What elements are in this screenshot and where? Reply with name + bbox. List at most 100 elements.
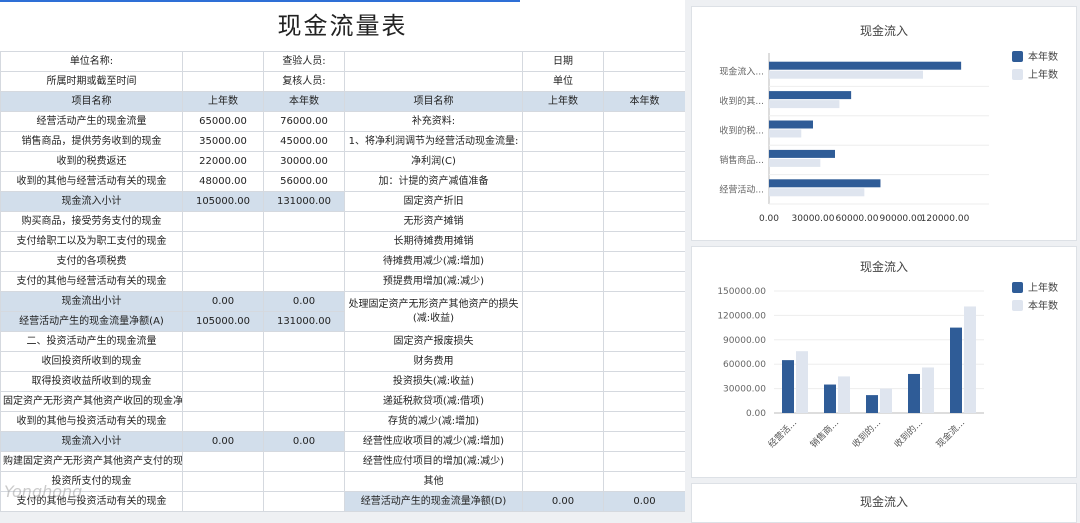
row-last-year[interactable]: 35000.00 — [182, 131, 264, 152]
x-category-label: 经营活... — [765, 417, 799, 451]
row-last-year[interactable] — [182, 271, 264, 292]
unit-name-value[interactable] — [182, 51, 264, 72]
supp-last-year[interactable] — [522, 451, 604, 472]
supp-this-year[interactable] — [603, 171, 685, 192]
bar-last-year — [769, 188, 865, 197]
table-row: 收到的其他与投资活动有关的现金 存货的减少(减:增加) — [0, 411, 685, 432]
row-this-year[interactable]: 131000.00 — [263, 311, 345, 332]
row-last-year[interactable]: 48000.00 — [182, 171, 264, 192]
row-last-year[interactable]: 105000.00 — [182, 191, 264, 212]
row-last-year[interactable] — [182, 211, 264, 232]
supp-this-year[interactable] — [603, 391, 685, 412]
row-last-year[interactable]: 0.00 — [182, 291, 264, 312]
supp-this-year[interactable] — [603, 371, 685, 392]
row-last-year[interactable]: 22000.00 — [182, 151, 264, 172]
unit-value[interactable] — [603, 71, 685, 92]
y-tick-label: 60000.00 — [723, 360, 766, 370]
period-value[interactable] — [182, 71, 264, 92]
supp-last-year[interactable] — [522, 471, 604, 492]
row-this-year[interactable]: 131000.00 — [263, 191, 345, 212]
row-last-year[interactable] — [182, 371, 264, 392]
row-this-year[interactable]: 30000.00 — [263, 151, 345, 172]
row-this-year[interactable] — [263, 411, 345, 432]
x-tick-label: 0.00 — [759, 214, 779, 224]
supp-this-year[interactable] — [603, 411, 685, 432]
row-this-year[interactable] — [263, 271, 345, 292]
supp-last-year[interactable] — [522, 351, 604, 372]
supp-this-year[interactable] — [603, 131, 685, 152]
supp-last-year[interactable] — [522, 231, 604, 252]
row-last-year[interactable] — [182, 331, 264, 352]
supp-last-year[interactable] — [522, 191, 604, 212]
supp-this-year[interactable] — [603, 211, 685, 232]
supp-this-year[interactable] — [603, 271, 685, 292]
supp-last-year[interactable] — [522, 251, 604, 272]
row-this-year[interactable] — [263, 211, 345, 232]
supp-this-year[interactable] — [603, 451, 685, 472]
row-last-year[interactable] — [182, 471, 264, 492]
row-last-year[interactable] — [182, 491, 264, 512]
row-last-year[interactable]: 105000.00 — [182, 311, 264, 332]
row-this-year[interactable] — [263, 471, 345, 492]
supp-last-year[interactable] — [522, 391, 604, 412]
supp-last-year[interactable] — [522, 411, 604, 432]
supp-last-year[interactable] — [522, 271, 604, 292]
supp-this-year[interactable] — [603, 331, 685, 352]
row-last-year[interactable] — [182, 411, 264, 432]
supp-this-year[interactable] — [603, 291, 685, 332]
row-this-year[interactable] — [263, 331, 345, 352]
supp-item-name: 经营性应收项目的减少(减:增加) — [344, 431, 523, 452]
row-this-year[interactable]: 56000.00 — [263, 171, 345, 192]
supp-last-year[interactable] — [522, 331, 604, 352]
row-this-year[interactable]: 45000.00 — [263, 131, 345, 152]
date-value[interactable] — [603, 51, 685, 72]
legend-label: 上年数 — [1028, 281, 1058, 294]
row-last-year[interactable] — [182, 231, 264, 252]
row-last-year[interactable]: 65000.00 — [182, 111, 264, 132]
supp-item-name: 经营性应付项目的增加(减:减少) — [344, 451, 523, 472]
table-row: 收到的税费返还 22000.00 30000.00 净利润(C) — [0, 151, 685, 172]
table-row: 购建固定资产无形资产其他资产支付的现金 经营性应付项目的增加(减:减少) — [0, 451, 685, 472]
supp-this-year[interactable] — [603, 191, 685, 212]
rechecker-value[interactable] — [344, 71, 523, 92]
supp-last-year[interactable] — [522, 131, 604, 152]
supp-this-year[interactable] — [603, 251, 685, 272]
bar-last-year — [866, 395, 878, 413]
supp-last-year[interactable] — [522, 111, 604, 132]
row-this-year[interactable] — [263, 391, 345, 412]
row-this-year[interactable] — [263, 351, 345, 372]
x-category-label: 收到的... — [849, 417, 883, 451]
supp-last-year[interactable] — [522, 291, 604, 332]
reviewer-value[interactable] — [344, 51, 523, 72]
supp-this-year[interactable] — [603, 351, 685, 372]
row-this-year[interactable]: 0.00 — [263, 431, 345, 452]
row-last-year[interactable] — [182, 251, 264, 272]
row-last-year[interactable] — [182, 351, 264, 372]
row-this-year[interactable] — [263, 251, 345, 272]
supp-last-year[interactable] — [522, 211, 604, 232]
row-last-year[interactable]: 0.00 — [182, 431, 264, 452]
row-last-year[interactable] — [182, 451, 264, 472]
supp-this-year[interactable]: 0.00 — [603, 491, 685, 512]
row-item-name: 收到的其他与经营活动有关的现金 — [0, 171, 183, 192]
supp-this-year[interactable] — [603, 431, 685, 452]
row-this-year[interactable]: 0.00 — [263, 291, 345, 312]
supp-this-year[interactable] — [603, 471, 685, 492]
row-this-year[interactable] — [263, 451, 345, 472]
supp-this-year[interactable] — [603, 111, 685, 132]
row-item-name: 现金流入小计 — [0, 191, 183, 212]
row-this-year[interactable] — [263, 491, 345, 512]
row-this-year[interactable] — [263, 371, 345, 392]
supp-last-year[interactable] — [522, 431, 604, 452]
row-this-year[interactable] — [263, 231, 345, 252]
supp-this-year[interactable] — [603, 231, 685, 252]
row-this-year[interactable]: 76000.00 — [263, 111, 345, 132]
supp-last-year[interactable] — [522, 151, 604, 172]
supp-last-year[interactable]: 0.00 — [522, 491, 604, 512]
supp-last-year[interactable] — [522, 171, 604, 192]
supp-this-year[interactable] — [603, 151, 685, 172]
header-last-year-2: 上年数 — [522, 91, 604, 112]
legend-swatch — [1012, 51, 1023, 62]
supp-last-year[interactable] — [522, 371, 604, 392]
row-last-year[interactable] — [182, 391, 264, 412]
